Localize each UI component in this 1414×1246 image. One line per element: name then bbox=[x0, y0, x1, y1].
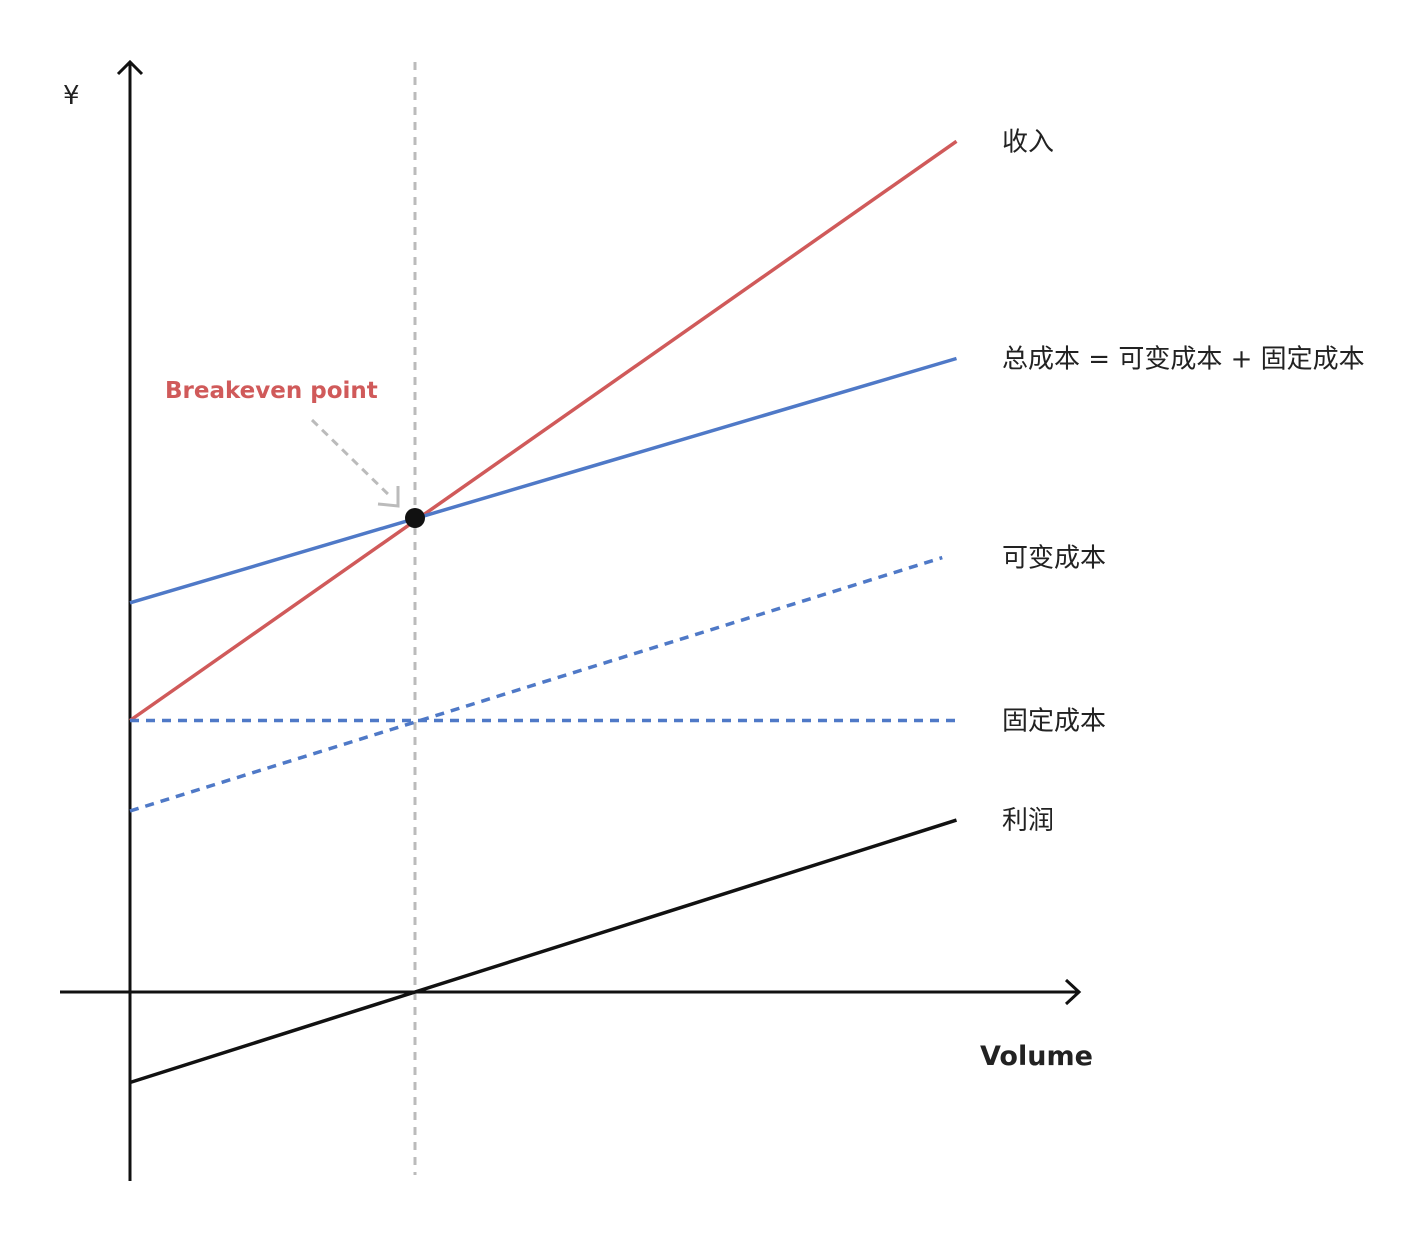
series-label-0: 收入 bbox=[1002, 127, 1054, 157]
breakeven-point-marker bbox=[405, 508, 425, 528]
series-label-3: 固定成本 bbox=[1002, 707, 1106, 737]
y-axis-arrow-icon bbox=[116, 59, 144, 76]
breakeven-annotation: Breakeven point bbox=[165, 378, 378, 404]
x-axis-label: Volume bbox=[980, 1041, 1093, 1072]
annotation-arrow-head-icon bbox=[377, 486, 400, 508]
y-axis-label: ¥ bbox=[63, 81, 80, 111]
series-line-0 bbox=[128, 139, 958, 722]
series-label-2: 可变成本 bbox=[1002, 544, 1106, 574]
series-line-4 bbox=[129, 818, 958, 1085]
x-axis-arrow-icon bbox=[1064, 978, 1082, 1006]
series-label-1: 总成本 = 可变成本 + 固定成本 bbox=[1002, 345, 1365, 375]
annotation-arrow-line bbox=[310, 418, 394, 500]
series-line-2 bbox=[129, 555, 943, 813]
series-line-1 bbox=[129, 356, 957, 605]
series-label-4: 利润 bbox=[1002, 806, 1054, 836]
